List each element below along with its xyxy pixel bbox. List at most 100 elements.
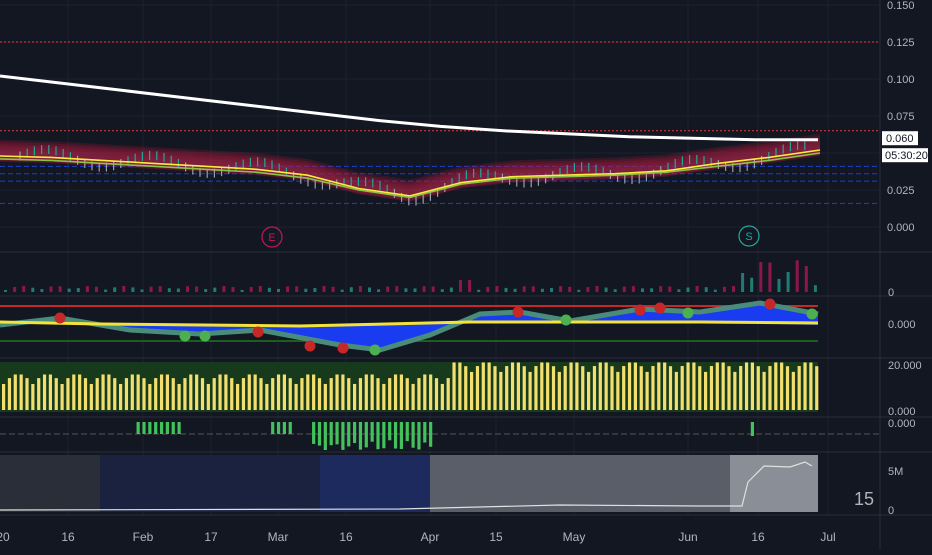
bottom-band-0 <box>100 455 320 512</box>
bar-90 <box>528 371 532 410</box>
volume-bar-53 <box>486 286 490 292</box>
time-tick-1: 16 <box>61 530 75 544</box>
indicator-panels: 15 <box>0 260 880 512</box>
bar-114 <box>668 366 673 410</box>
volume-bar-59 <box>540 288 544 292</box>
bar-18 <box>107 374 111 410</box>
bar-67 <box>393 374 398 410</box>
bar-64 <box>376 378 380 410</box>
time-tick-2: Feb <box>133 530 154 544</box>
volume-bar-0 <box>4 290 7 292</box>
bar-58 <box>341 374 345 410</box>
bar-87 <box>510 362 515 410</box>
panel-tick-3-0: 0.000 <box>888 418 916 430</box>
bar-42 <box>247 374 251 410</box>
hist-bar-72 <box>423 422 427 443</box>
bar-74 <box>434 378 439 410</box>
bar-33 <box>195 374 199 410</box>
volume-bar-28 <box>258 286 262 292</box>
volume-bar-19 <box>176 288 180 292</box>
bar-20 <box>119 383 123 410</box>
price-tick-1: 0.125 <box>887 37 915 49</box>
bar-77 <box>452 362 456 410</box>
volume-bar-80 <box>732 286 735 292</box>
volume-bar-21 <box>195 286 199 292</box>
bar-78 <box>458 362 462 410</box>
volume-bar-16 <box>149 286 153 292</box>
volume-bar-76 <box>695 286 699 292</box>
hist-bar-57 <box>335 422 339 445</box>
bar-3 <box>19 374 23 410</box>
bar-55 <box>323 383 327 410</box>
bar-110 <box>645 371 649 410</box>
volume-bar-73 <box>668 286 672 292</box>
time-tick-10: 16 <box>751 530 765 544</box>
panel-tick-2-1: 0.000 <box>888 406 916 418</box>
bottom-band-1 <box>320 455 430 512</box>
osc-dot-5 <box>337 342 349 354</box>
volume-bar-62 <box>568 286 572 292</box>
bar-75 <box>440 383 444 410</box>
bar-105 <box>616 371 620 410</box>
bar-0 <box>2 384 6 410</box>
hist-bar-73 <box>429 422 433 447</box>
volume-bar-33 <box>304 288 308 292</box>
volume-bar-17 <box>158 286 162 292</box>
bar-40 <box>236 383 240 410</box>
volume-bar-31 <box>286 286 290 292</box>
bar-137 <box>803 362 807 410</box>
hist-bar-56 <box>329 422 333 446</box>
bar-80 <box>470 371 474 410</box>
volume-bar-65 <box>595 286 599 292</box>
volume-bar-20 <box>186 286 189 292</box>
volume-bar-57 <box>522 286 526 292</box>
bar-10 <box>60 383 64 410</box>
volume-bar-46 <box>422 286 426 292</box>
bar-47 <box>276 374 281 410</box>
bar-123 <box>721 362 725 410</box>
bar-4 <box>25 378 29 410</box>
volume-bar-78 <box>713 289 717 292</box>
bar-2 <box>13 374 17 410</box>
time-tick-11: Jul <box>820 530 835 544</box>
bar-61 <box>358 378 363 410</box>
hist-bar-49 <box>288 422 292 434</box>
volume-bar-51 <box>468 280 472 292</box>
hist-bar-27 <box>159 422 164 434</box>
bar-119 <box>698 366 702 410</box>
bar-17 <box>101 374 105 410</box>
bar-44 <box>259 378 263 410</box>
osc-dot-10 <box>654 302 666 314</box>
volume-bar-70 <box>641 288 644 292</box>
bar-54 <box>317 378 322 410</box>
osc-dot-7 <box>512 306 524 318</box>
volume-bar-89 <box>813 285 817 292</box>
osc-dot-12 <box>764 298 776 310</box>
bar-1 <box>7 378 12 410</box>
panel-tick-4-0: 5M <box>888 466 903 478</box>
bar-82 <box>481 362 485 410</box>
bar-35 <box>206 383 210 410</box>
bar-8 <box>48 374 52 410</box>
bar-132 <box>774 362 778 410</box>
volume-bar-8 <box>76 288 80 292</box>
bar-89 <box>522 366 526 410</box>
hist-bar-24 <box>142 422 146 434</box>
osc-dot-11 <box>682 307 694 319</box>
time-tick-9: Jun <box>678 530 697 544</box>
bar-48 <box>282 374 286 410</box>
bar-63 <box>370 374 374 410</box>
bar-19 <box>113 378 117 410</box>
bar-71 <box>417 378 421 410</box>
bar-60 <box>353 383 357 410</box>
bar-51 <box>300 378 304 410</box>
volume-bar-25 <box>231 287 235 292</box>
bottom-band-2 <box>430 455 730 512</box>
bar-84 <box>493 366 497 410</box>
ribbon-band-1 <box>0 136 820 202</box>
ribbon-band-3 <box>0 140 820 200</box>
volume-bar-45 <box>413 288 417 292</box>
hist-bar-26 <box>154 422 158 434</box>
